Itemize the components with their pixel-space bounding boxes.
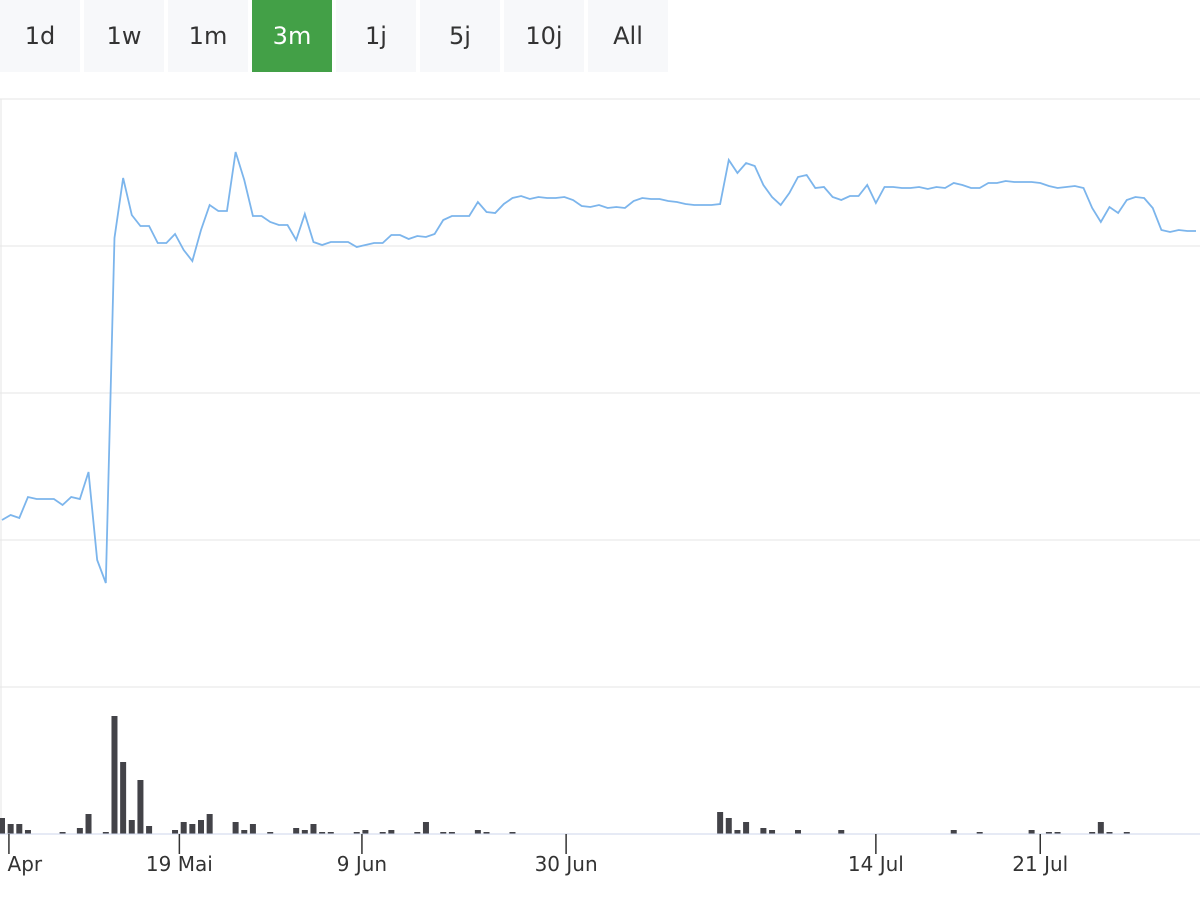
volume-bar xyxy=(7,824,14,834)
volume-bar xyxy=(734,830,741,834)
volume-bar xyxy=(102,832,109,834)
volume-bar xyxy=(1123,832,1130,834)
volume-bar xyxy=(440,832,447,834)
volume-bar xyxy=(59,832,66,834)
x-tick-label: 30 Jun xyxy=(535,852,598,876)
volume-bar xyxy=(1028,830,1035,834)
volume-bar xyxy=(327,832,334,834)
volume-bar xyxy=(1045,832,1052,834)
volume-bar xyxy=(414,832,421,834)
volume-bar xyxy=(232,822,239,834)
volume-bar xyxy=(743,822,750,834)
volume-bar xyxy=(353,832,360,834)
volume-bar xyxy=(180,822,187,834)
range-button[interactable]: 5j xyxy=(420,0,500,72)
x-tick-label: 21 Jul xyxy=(1012,852,1068,876)
range-button[interactable]: All xyxy=(588,0,668,72)
volume-bar xyxy=(172,830,179,834)
x-tick-label: 9 Jun xyxy=(337,852,387,876)
volume-bar xyxy=(120,762,127,834)
range-button[interactable]: 1d xyxy=(0,0,80,72)
volume-bar xyxy=(85,814,92,834)
volume-bar xyxy=(388,830,395,834)
volume-bar xyxy=(509,832,516,834)
volume-bar xyxy=(1054,832,1061,834)
volume-bar xyxy=(198,820,204,834)
volume-bar xyxy=(474,830,481,834)
range-button[interactable]: 1m xyxy=(168,0,248,72)
volume-bar xyxy=(16,824,23,834)
volume-bar xyxy=(137,780,144,834)
volume-bar xyxy=(319,832,326,834)
volume-bar xyxy=(76,828,83,834)
volume-bar xyxy=(146,826,153,834)
volume-bar xyxy=(1089,832,1096,834)
x-tick-label: 28 Apr xyxy=(0,852,43,876)
range-button[interactable]: 10j xyxy=(504,0,584,72)
volume-bar xyxy=(267,832,274,834)
volume-bar xyxy=(128,820,135,834)
volume-bar xyxy=(725,818,732,834)
range-button[interactable]: 3m xyxy=(252,0,332,72)
volume-bar xyxy=(310,824,317,834)
volume-bar xyxy=(301,830,308,834)
volume-bar xyxy=(950,830,957,834)
range-button[interactable]: 1j xyxy=(336,0,416,72)
volume-bar xyxy=(24,830,31,834)
volume-bar xyxy=(1097,822,1104,834)
volume-bar xyxy=(448,832,455,834)
volume-bar xyxy=(717,812,724,834)
volume-bar xyxy=(795,830,801,834)
volume-bar xyxy=(760,828,767,834)
volume-bar xyxy=(379,832,386,834)
volume-bar xyxy=(769,830,776,834)
volume-bar xyxy=(249,824,256,834)
volume-bar xyxy=(293,828,300,834)
volume-bar xyxy=(976,832,983,834)
x-tick-label: 19 Mai xyxy=(146,852,213,876)
range-selector: 1d 1w 1m 3m 1j 5j 10j All xyxy=(0,0,668,72)
price-line xyxy=(1,151,1196,584)
volume-bar xyxy=(111,716,118,834)
volume-bar xyxy=(206,814,213,834)
volume-bar xyxy=(422,822,429,834)
volume-bar xyxy=(241,830,248,834)
x-tick-label: 14 Jul xyxy=(848,852,904,876)
volume-bar xyxy=(0,818,5,834)
volume-bar xyxy=(483,832,490,834)
volume-bar xyxy=(1106,832,1113,834)
volume-bar xyxy=(838,830,845,834)
range-button[interactable]: 1w xyxy=(84,0,164,72)
volume-bar xyxy=(362,830,369,834)
volume-bar xyxy=(189,824,196,834)
